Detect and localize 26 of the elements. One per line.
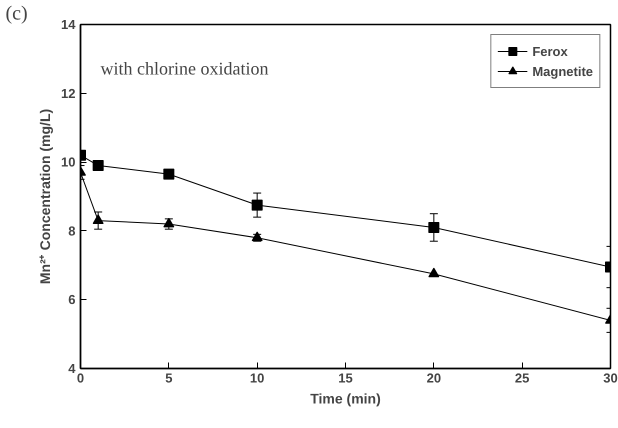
legend-label: Magnetite bbox=[532, 64, 593, 78]
point bbox=[92, 214, 104, 224]
y-axis-title: Mn²⁺ Concentration (mg/L) bbox=[37, 108, 54, 284]
x-tick-label: 15 bbox=[338, 370, 353, 386]
x-tick-label: 0 bbox=[76, 370, 84, 386]
x-axis-title: Time (min) bbox=[310, 390, 381, 406]
x-tick-label: 30 bbox=[603, 370, 618, 386]
x-tick-label: 5 bbox=[165, 370, 172, 386]
x-tick-label: 25 bbox=[514, 370, 530, 386]
x-tick-label: 20 bbox=[426, 370, 442, 386]
point bbox=[92, 160, 104, 172]
text: (c) bbox=[6, 2, 28, 24]
y-tick-label: 10 bbox=[61, 154, 76, 170]
annotation: with chlorine oxidation bbox=[100, 58, 268, 78]
point bbox=[163, 168, 174, 180]
y-tick-label: 14 bbox=[61, 17, 76, 32]
y-tick-label: 6 bbox=[68, 292, 76, 308]
point bbox=[163, 218, 174, 228]
y-tick-label: 12 bbox=[61, 86, 76, 101]
y-tick-label: 8 bbox=[68, 223, 76, 238]
x-tick-label: 10 bbox=[250, 370, 264, 386]
point bbox=[428, 268, 440, 278]
y-tick-label: 4 bbox=[68, 361, 76, 376]
point bbox=[428, 222, 440, 233]
legend-label: Ferox bbox=[532, 44, 568, 58]
point bbox=[252, 200, 263, 211]
